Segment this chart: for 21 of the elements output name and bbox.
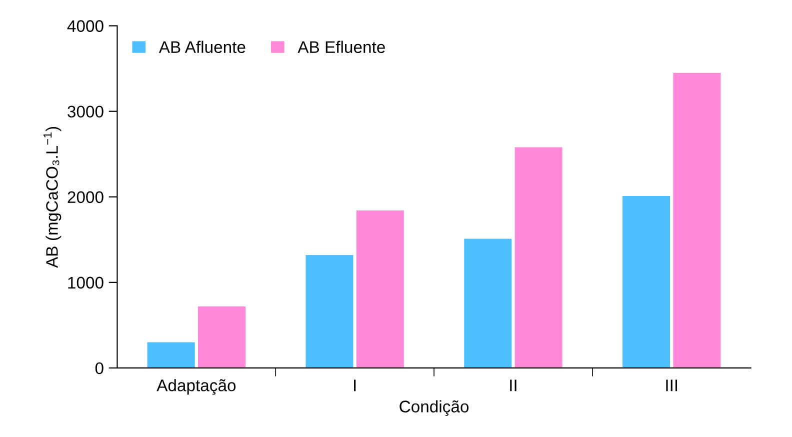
y-tick-label: 0 [95, 362, 104, 374]
legend-label: AB Efluente [298, 40, 385, 54]
bar [622, 196, 670, 368]
bar [198, 306, 246, 368]
x-tick-label: III [666, 380, 678, 392]
y-tick-label: 1000 [68, 276, 104, 289]
x-tick-label: I [354, 380, 356, 392]
bar [464, 238, 512, 368]
legend-label: AB Afluente [158, 40, 246, 54]
bar [147, 342, 195, 368]
x-axis-title: Condição [400, 400, 469, 416]
bar [673, 72, 721, 368]
bar [306, 255, 354, 368]
x-tick-label: II [510, 380, 516, 392]
bar [514, 147, 562, 368]
y-tick-label: 2000 [68, 191, 104, 204]
x-tick-label: Adaptação [156, 379, 236, 395]
bar [356, 210, 404, 368]
y-tick-label: 4000 [67, 20, 104, 32]
y-tick-label: 3000 [68, 106, 104, 118]
y-axis-title: AB (mgCaCO₃.L$^{−1}$) [44, 126, 62, 268]
